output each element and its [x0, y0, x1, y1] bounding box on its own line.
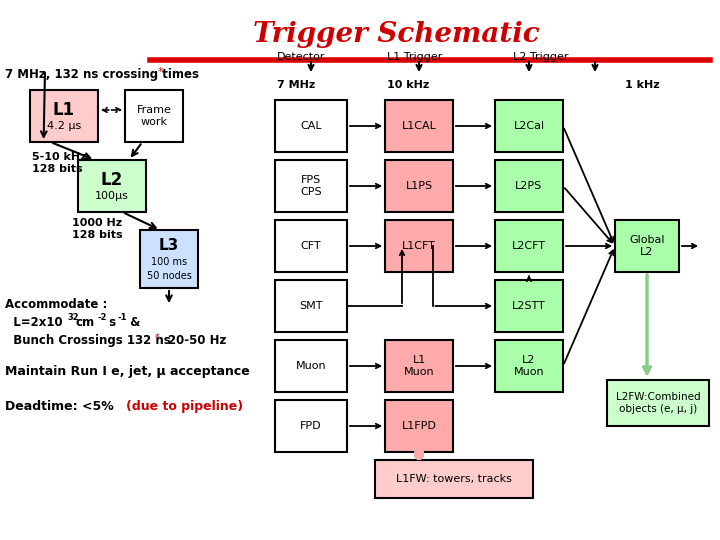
FancyBboxPatch shape	[615, 220, 679, 272]
FancyBboxPatch shape	[495, 340, 563, 392]
Text: 32: 32	[67, 313, 78, 322]
FancyBboxPatch shape	[30, 90, 98, 142]
Text: L2Cal: L2Cal	[513, 121, 544, 131]
FancyBboxPatch shape	[385, 400, 453, 452]
FancyBboxPatch shape	[495, 280, 563, 332]
Text: L1FPD: L1FPD	[402, 421, 436, 431]
Text: Global
L2: Global L2	[629, 235, 665, 257]
FancyBboxPatch shape	[385, 220, 453, 272]
Text: -1: -1	[117, 313, 127, 322]
Text: CAL: CAL	[300, 121, 322, 131]
Text: 4.2 μs: 4.2 μs	[47, 121, 81, 131]
FancyBboxPatch shape	[495, 100, 563, 152]
Text: L2CFT: L2CFT	[512, 241, 546, 251]
FancyBboxPatch shape	[275, 160, 347, 212]
FancyBboxPatch shape	[495, 160, 563, 212]
Text: Bunch Crossings 132 ns: Bunch Crossings 132 ns	[5, 334, 175, 347]
Text: L1PS: L1PS	[405, 181, 433, 191]
FancyBboxPatch shape	[495, 220, 563, 272]
Text: cm: cm	[76, 316, 95, 329]
Text: L2: L2	[101, 171, 123, 189]
Text: Maintain Run I e, jet, μ acceptance: Maintain Run I e, jet, μ acceptance	[5, 365, 250, 378]
Text: -2: -2	[97, 313, 107, 322]
Text: L1CAL: L1CAL	[402, 121, 436, 131]
Text: L1: L1	[53, 101, 75, 119]
FancyBboxPatch shape	[385, 160, 453, 212]
Text: CFT: CFT	[301, 241, 321, 251]
Text: (due to pipeline): (due to pipeline)	[126, 400, 243, 413]
Text: L2 Trigger: L2 Trigger	[513, 52, 569, 62]
Text: 7 MHz: 7 MHz	[277, 80, 315, 90]
Text: L2STT: L2STT	[512, 301, 546, 311]
Text: s: s	[105, 316, 116, 329]
Text: 100 ms: 100 ms	[151, 257, 187, 267]
Text: &: &	[126, 316, 140, 329]
Text: L1CFT: L1CFT	[402, 241, 436, 251]
Text: *: *	[158, 67, 163, 77]
FancyBboxPatch shape	[275, 100, 347, 152]
FancyBboxPatch shape	[375, 460, 533, 498]
Text: L2PS: L2PS	[516, 181, 543, 191]
FancyBboxPatch shape	[275, 340, 347, 392]
Text: Muon: Muon	[296, 361, 326, 371]
Text: 1 kHz: 1 kHz	[625, 80, 660, 90]
Text: Detector: Detector	[277, 52, 325, 62]
Text: 5-10 kHz
128 bits: 5-10 kHz 128 bits	[32, 152, 86, 174]
Text: 1000 Hz
128 bits: 1000 Hz 128 bits	[72, 218, 122, 240]
FancyBboxPatch shape	[275, 280, 347, 332]
Text: Trigger Schematic: Trigger Schematic	[253, 22, 539, 49]
FancyBboxPatch shape	[607, 380, 709, 426]
Text: L3: L3	[159, 238, 179, 253]
Text: Frame
work: Frame work	[137, 105, 171, 127]
FancyBboxPatch shape	[140, 230, 198, 288]
Text: 7 MHz, 132 ns crossing times: 7 MHz, 132 ns crossing times	[5, 68, 199, 81]
Text: L2FW:Combined
objects (e, μ, j): L2FW:Combined objects (e, μ, j)	[616, 392, 701, 414]
FancyBboxPatch shape	[78, 160, 146, 212]
Text: 10 kHz: 10 kHz	[387, 80, 429, 90]
Text: *: *	[155, 333, 160, 343]
Text: FPS
CPS: FPS CPS	[300, 175, 322, 197]
FancyBboxPatch shape	[275, 400, 347, 452]
Text: 20-50 Hz: 20-50 Hz	[168, 334, 226, 347]
Text: SMT: SMT	[300, 301, 323, 311]
Text: Deadtime: <5%: Deadtime: <5%	[5, 400, 114, 413]
FancyBboxPatch shape	[385, 340, 453, 392]
Text: Accommodate :: Accommodate :	[5, 298, 107, 311]
Text: L2
Muon: L2 Muon	[513, 355, 544, 377]
Text: L1 Trigger: L1 Trigger	[387, 52, 442, 62]
Text: FPD: FPD	[300, 421, 322, 431]
FancyBboxPatch shape	[125, 90, 183, 142]
Text: L1
Muon: L1 Muon	[404, 355, 434, 377]
FancyBboxPatch shape	[275, 220, 347, 272]
Text: L1FW: towers, tracks: L1FW: towers, tracks	[396, 474, 512, 484]
FancyBboxPatch shape	[385, 100, 453, 152]
Text: 50 nodes: 50 nodes	[147, 271, 192, 281]
Text: 100μs: 100μs	[95, 191, 129, 201]
Text: L=2x10: L=2x10	[5, 316, 63, 329]
